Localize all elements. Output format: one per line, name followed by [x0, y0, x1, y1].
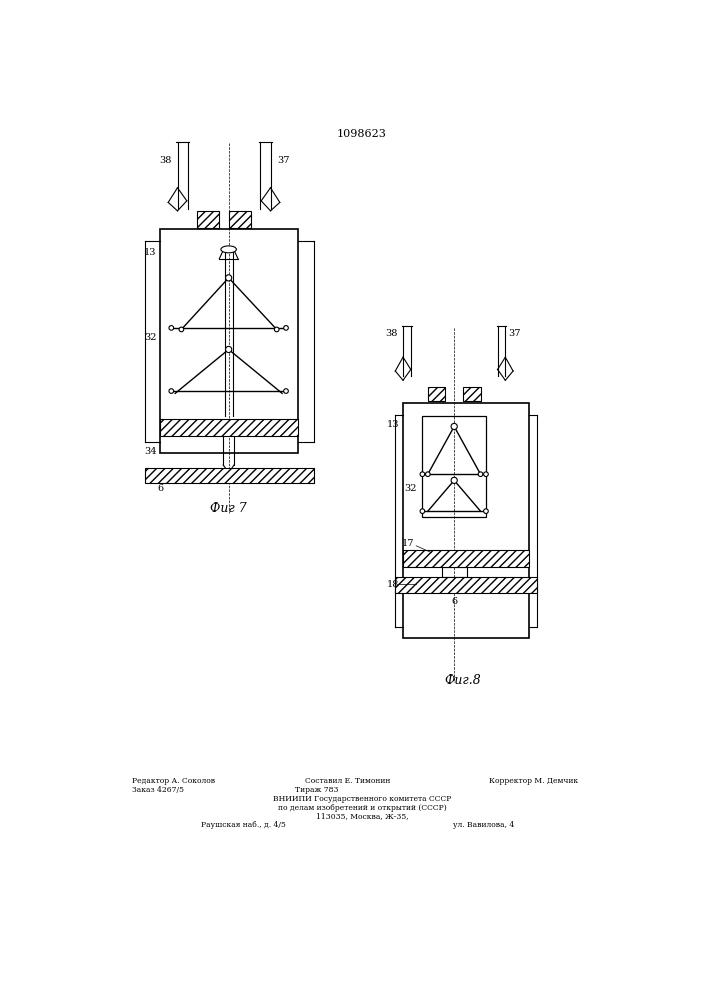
- Circle shape: [179, 327, 184, 332]
- Text: 32: 32: [144, 333, 157, 342]
- Text: 17: 17: [402, 539, 415, 548]
- Circle shape: [169, 389, 174, 393]
- Text: 32: 32: [404, 484, 417, 493]
- Circle shape: [451, 423, 457, 430]
- Text: по делам изобретений и открытий (СССР): по делам изобретений и открытий (СССР): [278, 804, 446, 812]
- Circle shape: [478, 472, 483, 477]
- Text: 18: 18: [387, 580, 399, 589]
- Circle shape: [420, 472, 425, 477]
- Circle shape: [451, 477, 457, 483]
- Text: Составил Е. Тимонин: Составил Е. Тимонин: [305, 777, 391, 785]
- Text: 37: 37: [277, 156, 290, 165]
- Text: 113035, Москва, Ж-35,: 113035, Москва, Ж-35,: [315, 812, 408, 820]
- Circle shape: [484, 472, 489, 477]
- Bar: [442, 567, 467, 577]
- Text: Редактор А. Соколов: Редактор А. Соколов: [132, 777, 215, 785]
- Bar: [395, 577, 537, 593]
- Bar: [160, 419, 298, 436]
- Text: 38: 38: [385, 329, 397, 338]
- Text: Раушская наб., д. 4/5: Раушская наб., д. 4/5: [201, 821, 286, 829]
- Text: Фиг.8: Фиг.8: [444, 674, 481, 687]
- Text: 13: 13: [387, 420, 399, 429]
- Text: 34: 34: [144, 447, 157, 456]
- Bar: [422, 416, 486, 517]
- Circle shape: [284, 389, 288, 393]
- Circle shape: [226, 275, 232, 281]
- Circle shape: [226, 346, 232, 353]
- Bar: [145, 468, 314, 483]
- Text: Заказ 4267/5: Заказ 4267/5: [132, 786, 184, 794]
- Bar: [403, 550, 530, 567]
- Bar: [428, 387, 445, 401]
- Text: Фиг 7: Фиг 7: [210, 502, 247, 515]
- Circle shape: [169, 326, 174, 330]
- Bar: [197, 211, 218, 228]
- Ellipse shape: [221, 246, 236, 253]
- Text: Корректор М. Демчик: Корректор М. Демчик: [489, 777, 578, 785]
- Circle shape: [484, 509, 489, 513]
- Bar: [464, 387, 481, 401]
- Text: 6: 6: [451, 597, 457, 606]
- Text: 13: 13: [144, 248, 157, 257]
- Text: ул. Вавилова, 4: ул. Вавилова, 4: [453, 821, 514, 829]
- Text: Тираж 783: Тираж 783: [296, 786, 339, 794]
- Circle shape: [284, 326, 288, 330]
- Circle shape: [420, 509, 425, 513]
- Bar: [230, 211, 251, 228]
- Bar: [403, 403, 530, 638]
- Text: 1098623: 1098623: [337, 129, 387, 139]
- Text: 38: 38: [160, 156, 172, 165]
- Bar: [160, 229, 298, 453]
- Circle shape: [274, 327, 279, 332]
- Text: 6: 6: [158, 484, 163, 493]
- Text: 37: 37: [508, 329, 521, 338]
- Text: ВНИИПИ Государственного комитета СССР: ВНИИПИ Государственного комитета СССР: [273, 795, 451, 803]
- Circle shape: [426, 472, 430, 477]
